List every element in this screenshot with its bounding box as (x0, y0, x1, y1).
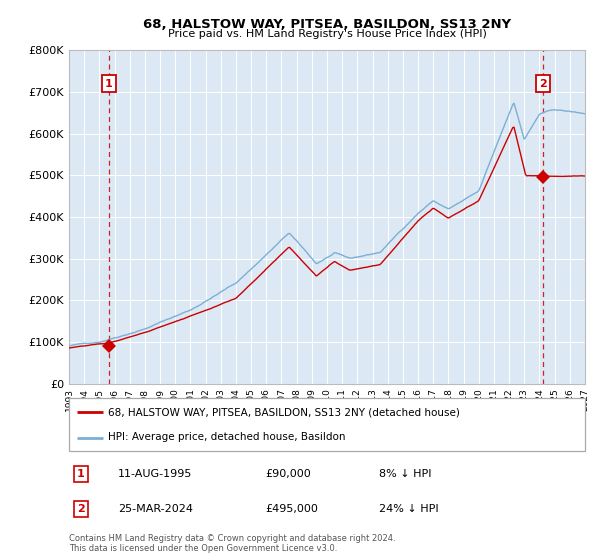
Text: 68, HALSTOW WAY, PITSEA, BASILDON, SS13 2NY: 68, HALSTOW WAY, PITSEA, BASILDON, SS13 … (143, 18, 511, 31)
Text: 24% ↓ HPI: 24% ↓ HPI (379, 504, 438, 514)
Text: Price paid vs. HM Land Registry's House Price Index (HPI): Price paid vs. HM Land Registry's House … (167, 29, 487, 39)
Text: 1: 1 (77, 469, 85, 479)
Text: 11-AUG-1995: 11-AUG-1995 (118, 469, 193, 479)
Text: £90,000: £90,000 (265, 469, 311, 479)
Text: 25-MAR-2024: 25-MAR-2024 (118, 504, 193, 514)
FancyBboxPatch shape (69, 398, 585, 451)
Text: 2: 2 (77, 504, 85, 514)
Text: 1: 1 (105, 79, 113, 88)
Text: HPI: Average price, detached house, Basildon: HPI: Average price, detached house, Basi… (108, 432, 345, 442)
Text: 8% ↓ HPI: 8% ↓ HPI (379, 469, 431, 479)
Text: Contains HM Land Registry data © Crown copyright and database right 2024.
This d: Contains HM Land Registry data © Crown c… (69, 534, 395, 553)
Text: 68, HALSTOW WAY, PITSEA, BASILDON, SS13 2NY (detached house): 68, HALSTOW WAY, PITSEA, BASILDON, SS13 … (108, 408, 460, 418)
Text: £495,000: £495,000 (265, 504, 318, 514)
Text: 2: 2 (539, 79, 547, 88)
